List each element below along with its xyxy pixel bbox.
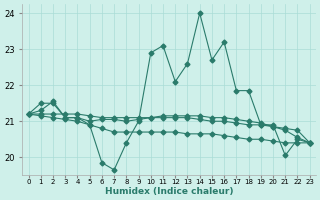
X-axis label: Humidex (Indice chaleur): Humidex (Indice chaleur) [105,187,233,196]
